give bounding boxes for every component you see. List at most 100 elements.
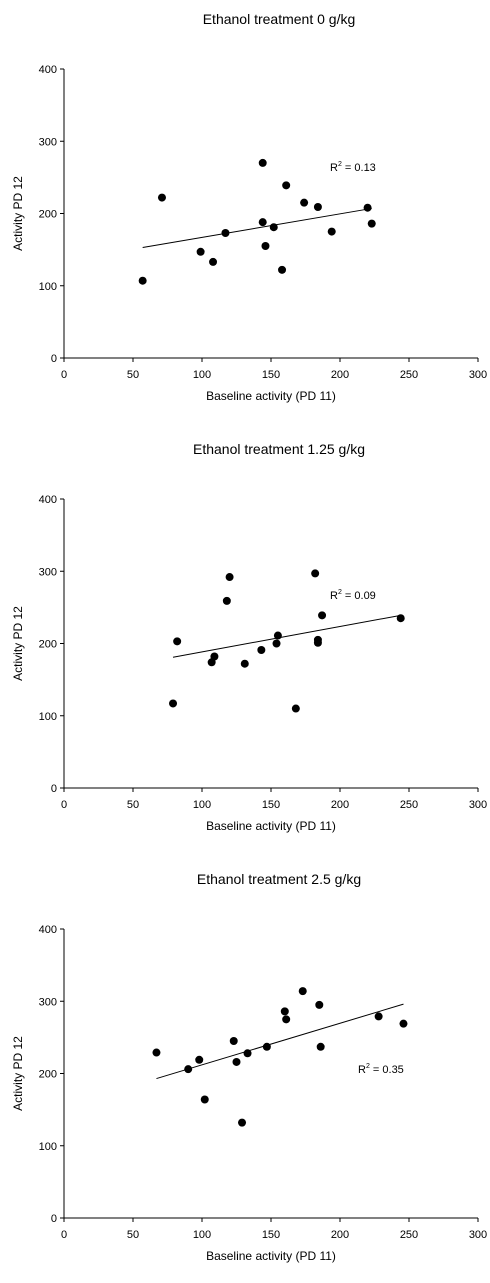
r-squared-annotation: R2 = 0.09 (330, 589, 376, 602)
y-tick-label: 200 (39, 639, 57, 651)
r2-value: = 0.13 (342, 162, 376, 174)
x-tick-label: 300 (469, 1229, 487, 1241)
r2-prefix: R (330, 162, 338, 174)
scatter-plot-0: Ethanol treatment 0 g/kg 0 100 200 300 400 0 50… (11, 11, 487, 403)
data-point (280, 1007, 289, 1016)
x-tick-label: 100 (193, 1229, 211, 1241)
data-point (315, 1000, 324, 1009)
trend-line (156, 1003, 404, 1080)
data-point (152, 1048, 161, 1057)
x-tick-label: 100 (193, 799, 211, 811)
data-point (318, 611, 327, 620)
data-point (367, 219, 376, 228)
y-tick-label: 100 (39, 1141, 57, 1153)
data-point (157, 193, 166, 202)
x-axis-label: Baseline activity (PD 11) (206, 819, 336, 833)
y-tick-label: 0 (51, 353, 57, 365)
y-tick-label: 400 (39, 64, 57, 76)
data-point (282, 1015, 291, 1024)
x-tick-label: 250 (400, 1229, 418, 1241)
y-axis-label: Activity PD 12 (11, 176, 25, 251)
data-point (200, 1095, 209, 1104)
data-point (221, 229, 230, 238)
x-tick-label: 0 (61, 369, 67, 381)
data-point (278, 265, 287, 274)
data-point (209, 257, 218, 266)
data-point (229, 1036, 238, 1045)
x-tick-label: 50 (127, 369, 139, 381)
data-point (269, 223, 278, 232)
x-tick-label: 300 (469, 369, 487, 381)
scatter-plot-1: Ethanol treatment 1.25 g/kg 0 100 200 300 400… (11, 441, 487, 833)
data-point (282, 181, 291, 190)
data-point (262, 1042, 271, 1051)
chart-panel-0: Ethanol treatment 0 g/kg 0 100 200 300 400 0 50… (0, 0, 490, 423)
x-axis-label: Baseline activity (PD 11) (206, 1249, 336, 1263)
y-tick-label: 300 (39, 136, 57, 148)
data-point (273, 631, 282, 640)
y-tick-label: 200 (39, 209, 57, 221)
chart-panel-2: Ethanol treatment 2.5 g/kg 0 100 200 300 400 0… (0, 860, 490, 1283)
y-tick-label: 200 (39, 1069, 57, 1081)
x-tick-label: 200 (331, 799, 349, 811)
x-tick-label: 150 (262, 1229, 280, 1241)
data-point (399, 1019, 408, 1028)
data-point (138, 276, 147, 285)
data-point (374, 1012, 383, 1021)
r2-prefix: R (358, 1064, 366, 1076)
y-tick-label: 300 (39, 996, 57, 1008)
y-axis-label: Activity PD 12 (11, 606, 25, 681)
data-point (222, 596, 231, 605)
data-point (272, 639, 281, 648)
y-axis-label: Activity PD 12 (11, 1036, 25, 1111)
r2-superscript: 2 (338, 589, 342, 596)
trend-line (172, 614, 401, 658)
data-point (311, 569, 320, 578)
x-tick-label: 150 (262, 799, 280, 811)
data-point (313, 202, 322, 211)
scatter-plot-2: Ethanol treatment 2.5 g/kg 0 100 200 300 400 0… (11, 871, 487, 1263)
data-point (363, 203, 372, 212)
r2-value: = 0.35 (370, 1064, 404, 1076)
r-squared-annotation: R2 = 0.13 (330, 161, 376, 174)
y-tick-label: 0 (51, 783, 57, 795)
data-point (210, 652, 219, 661)
data-point (232, 1057, 241, 1066)
x-tick-label: 50 (127, 799, 139, 811)
data-point (243, 1049, 252, 1058)
y-tick-label: 0 (51, 1213, 57, 1225)
data-point (196, 247, 205, 256)
y-tick-label: 400 (39, 494, 57, 506)
y-tick-label: 300 (39, 566, 57, 578)
x-tick-label: 0 (61, 799, 67, 811)
data-point (240, 659, 249, 668)
data-point (258, 158, 267, 167)
data-point (396, 614, 405, 623)
x-tick-label: 200 (331, 1229, 349, 1241)
x-axis-label: Baseline activity (PD 11) (206, 389, 336, 403)
x-tick-label: 150 (262, 369, 280, 381)
r2-value: = 0.09 (342, 590, 376, 602)
r2-prefix: R (330, 590, 338, 602)
x-tick-label: 50 (127, 1229, 139, 1241)
r2-superscript: 2 (338, 161, 342, 168)
data-point (327, 227, 336, 236)
chart-title: Ethanol treatment 0 g/kg (203, 11, 356, 27)
data-point (258, 218, 267, 227)
data-point (195, 1055, 204, 1064)
data-point (173, 637, 182, 646)
x-tick-label: 100 (193, 369, 211, 381)
trend-line (142, 207, 372, 248)
data-point (184, 1065, 193, 1074)
data-point (291, 704, 300, 713)
data-point (316, 1042, 325, 1051)
data-point (300, 198, 309, 207)
x-tick-label: 250 (400, 369, 418, 381)
data-point (313, 638, 322, 647)
data-point (169, 699, 178, 708)
chart-panel-1: Ethanol treatment 1.25 g/kg 0 100 200 300 400… (0, 430, 490, 853)
x-tick-label: 200 (331, 369, 349, 381)
x-tick-label: 0 (61, 1229, 67, 1241)
y-tick-label: 100 (39, 281, 57, 293)
data-point (238, 1118, 247, 1127)
